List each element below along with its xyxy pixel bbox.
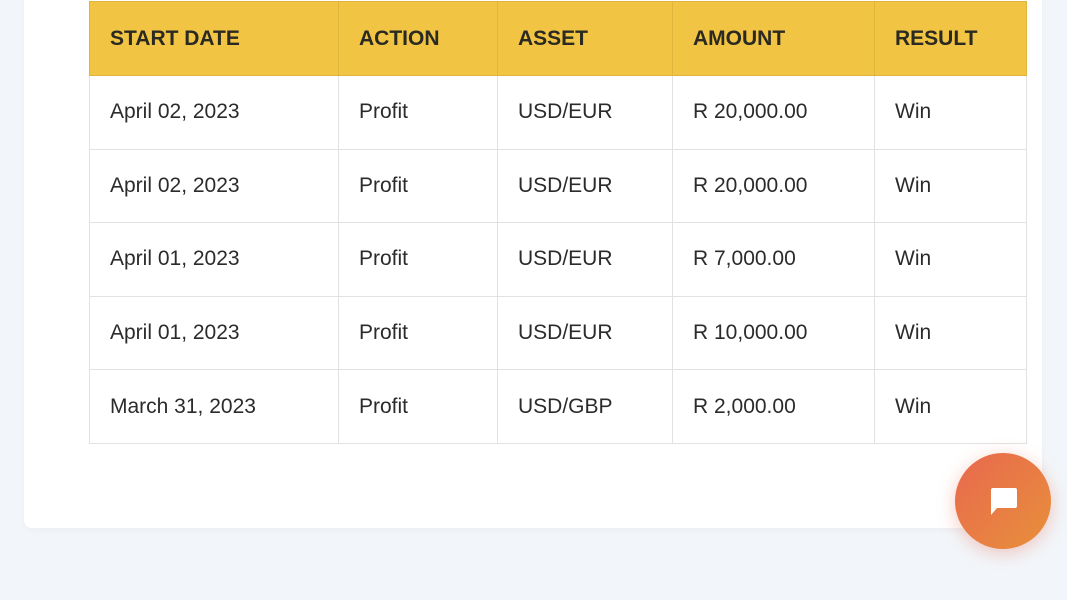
cell-start-date: April 01, 2023: [89, 295, 339, 371]
header-asset: ASSET: [497, 1, 673, 76]
cell-action: Profit: [338, 75, 498, 150]
cell-action: Profit: [338, 148, 498, 224]
cell-start-date: March 31, 2023: [89, 369, 339, 444]
cell-amount: R 20,000.00: [672, 148, 875, 224]
cell-start-date: April 02, 2023: [89, 75, 339, 150]
cell-amount: R 2,000.00: [672, 369, 875, 444]
header-result: RESULT: [874, 1, 1027, 76]
cell-result: Win: [874, 75, 1027, 150]
cell-amount: R 10,000.00: [672, 295, 875, 371]
cell-result: Win: [874, 369, 1027, 444]
cell-asset: USD/EUR: [497, 222, 673, 297]
chat-button[interactable]: [955, 453, 1051, 549]
cell-result: Win: [874, 295, 1027, 371]
cell-result: Win: [874, 148, 1027, 224]
table-row: April 01, 2023 Profit USD/EUR R 7,000.00 Win: [89, 222, 1027, 297]
cell-asset: USD/GBP: [497, 369, 673, 444]
header-amount: AMOUNT: [672, 1, 875, 76]
cell-action: Profit: [338, 369, 498, 444]
cell-asset: USD/EUR: [497, 295, 673, 371]
table-row: April 02, 2023 Profit USD/EUR R 20,000.00 Wi…: [89, 75, 1027, 150]
cell-start-date: April 01, 2023: [89, 222, 339, 297]
transactions-table: START DATE ACTION ASSET AMOUNT RESULT Ap…: [89, 1, 1027, 444]
header-action: ACTION: [338, 1, 498, 76]
cell-result: Win: [874, 222, 1027, 297]
table-row: April 01, 2023 Profit USD/EUR R 10,000.00 Wi…: [89, 295, 1027, 371]
table-header-row: START DATE ACTION ASSET AMOUNT RESULT: [89, 1, 1027, 76]
header-start-date: START DATE: [89, 1, 339, 76]
transactions-card: START DATE ACTION ASSET AMOUNT RESULT Ap…: [24, 0, 1042, 528]
cell-action: Profit: [338, 295, 498, 371]
table-row: April 02, 2023 Profit USD/EUR R 20,000.00 Wi…: [89, 148, 1027, 224]
cell-action: Profit: [338, 222, 498, 297]
cell-asset: USD/EUR: [497, 75, 673, 150]
cell-amount: R 20,000.00: [672, 75, 875, 150]
chat-bubble-icon: [991, 488, 1017, 515]
table-row: March 31, 2023 Profit USD/GBP R 2,000.00 Win: [89, 369, 1027, 444]
cell-start-date: April 02, 2023: [89, 148, 339, 224]
cell-amount: R 7,000.00: [672, 222, 875, 297]
cell-asset: USD/EUR: [497, 148, 673, 224]
